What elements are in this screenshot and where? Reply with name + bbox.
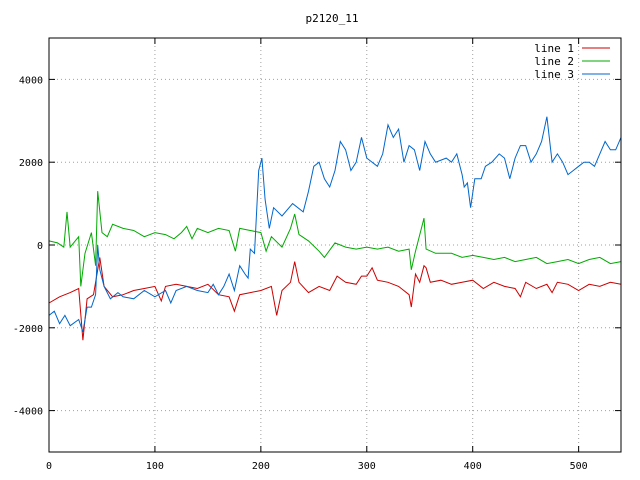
x-tick-label: 300 — [358, 461, 376, 472]
series-line-2 — [48, 191, 622, 287]
y-tick-label: 2000 — [19, 158, 43, 169]
axes: 0 100 200 300 400 500 -4000 -2000 0 2000 4000 — [13, 38, 621, 472]
y-tick-label: 4000 — [19, 75, 43, 86]
y-tick-label: -2000 — [13, 324, 43, 335]
series-line-3 — [48, 116, 622, 333]
series-line-1 — [48, 257, 622, 341]
y-tick-label: -4000 — [13, 407, 43, 418]
legend-label-2: line 2 — [534, 55, 574, 68]
x-tick-label: 100 — [146, 461, 164, 472]
chart-title: p2120_11 — [306, 12, 359, 25]
series-group — [48, 116, 622, 341]
x-tick-label: 0 — [46, 461, 52, 472]
legend-label-1: line 1 — [534, 42, 574, 55]
x-tick-label: 200 — [252, 461, 270, 472]
plot-frame — [48, 37, 622, 453]
x-tick-label: 500 — [570, 461, 588, 472]
grid — [49, 38, 621, 452]
x-tick-label: 400 — [464, 461, 482, 472]
legend-label-3: line 3 — [534, 68, 574, 81]
y-tick-label: 0 — [37, 241, 43, 252]
